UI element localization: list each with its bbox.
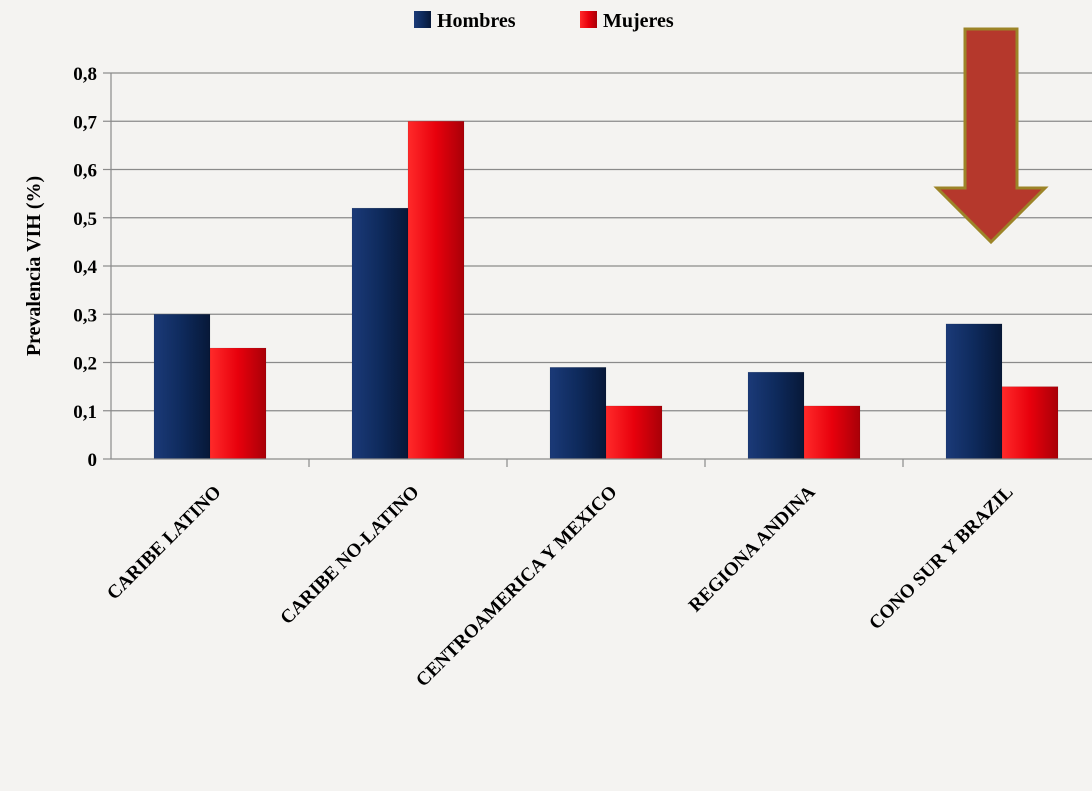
legend: Hombres Mujeres [414,10,674,32]
y-tick-label: 0 [88,450,98,471]
bar-mujeres-4 [1001,386,1059,460]
legend-label-hombres: Hombres [437,10,516,32]
down-arrow-annotation [933,27,1049,245]
legend-swatch-hombres [414,11,431,28]
y-tick-label: 0,7 [73,112,97,133]
y-tick-label: 0,3 [73,305,97,326]
legend-label-mujeres: Mujeres [603,10,674,32]
bar-mujeres-3 [803,405,861,460]
x-category-label: CONO SUR Y BRAZIL [865,482,1017,634]
y-tick-label: 0,5 [73,209,97,230]
bar-hombres-2 [549,367,607,460]
bar-mujeres-1 [407,121,465,460]
bar-mujeres-2 [605,405,663,460]
y-tick-label: 0,1 [73,402,97,423]
x-category-label: CARIBE NO-LATINO [276,482,423,629]
bar-hombres-3 [747,371,805,460]
bars [153,121,1059,460]
y-axis-title: Prevalencia VIH (%) [23,176,45,356]
x-category-label: CENTROAMERICA Y MEXICO [412,482,621,691]
y-tick-label: 0,6 [73,161,97,182]
y-tick-label: 0,4 [73,257,97,278]
y-tick-label: 0,2 [73,354,97,375]
category-labels: CARIBE LATINO CARIBE NO-LATINOCENTROAMERI… [103,481,1017,691]
bar-hombres-1 [351,207,409,460]
bar-hombres-0 [153,314,211,460]
x-axis [110,73,1092,467]
legend-swatch-mujeres [580,11,597,28]
gridlines [103,72,1092,460]
y-axis-ticks: 0 0,1 0,2 0,3 0,4 0,5 0,6 0,7 0,8 [73,64,97,471]
bar-hombres-4 [945,323,1003,460]
x-category-label: CARIBE LATINO [103,482,225,604]
y-tick-label: 0,8 [73,64,97,85]
bar-mujeres-0 [209,347,267,460]
x-category-label: REGIONA ANDINA [685,481,820,616]
